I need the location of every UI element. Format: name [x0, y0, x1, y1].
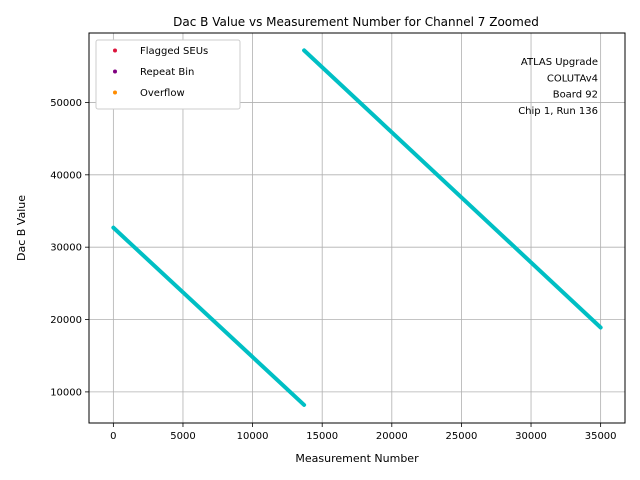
data-series-segment [111, 225, 307, 407]
annotation-line: Chip 1, Run 136 [518, 106, 598, 117]
plot-frame [88, 32, 626, 424]
x-tick-label: 15000 [306, 431, 338, 442]
legend: Flagged SEUs Repeat Bin Overflow [95, 39, 241, 110]
legend-label: Repeat Bin [140, 67, 194, 78]
x-tick-label: 5000 [170, 431, 195, 442]
legend-box [95, 39, 241, 110]
y-axis-label: Dac B Value [15, 195, 28, 261]
y-tick-label: 30000 [50, 243, 82, 254]
x-tick-label: 0 [110, 431, 116, 442]
legend-marker [113, 48, 117, 53]
x-tick-label: 25000 [446, 431, 478, 442]
legend-label: Overflow [140, 88, 185, 99]
x-axis-label: Measurement Number [295, 452, 419, 465]
y-tick-label: 20000 [50, 315, 82, 326]
plot-area [111, 48, 603, 407]
annotation-line: COLUTAv4 [547, 73, 598, 84]
y-tick-label: 40000 [50, 170, 82, 181]
x-tick-label: 20000 [376, 431, 408, 442]
x-tick-label: 30000 [515, 431, 547, 442]
annotation-line: Board 92 [553, 90, 598, 101]
y-tick-label: 50000 [50, 98, 82, 109]
legend-label: Flagged SEUs [140, 46, 208, 57]
x-tick-label: 10000 [237, 431, 269, 442]
legend-marker [113, 69, 117, 74]
annotation-line: ATLAS Upgrade [521, 57, 598, 68]
y-axis: 10000 20000 30000 40000 50000 [50, 98, 89, 398]
legend-marker [113, 90, 117, 95]
x-tick-label: 35000 [585, 431, 617, 442]
data-series-segment [302, 48, 603, 330]
chart-title: Dac B Value vs Measurement Number for Ch… [173, 15, 539, 29]
x-axis: 0 5000 10000 15000 20000 25000 30000 35000 [110, 423, 617, 442]
run-annotation: ATLAS Upgrade COLUTAv4 Board 92 Chip 1, Run… [518, 57, 598, 117]
y-tick-label: 10000 [50, 387, 82, 398]
